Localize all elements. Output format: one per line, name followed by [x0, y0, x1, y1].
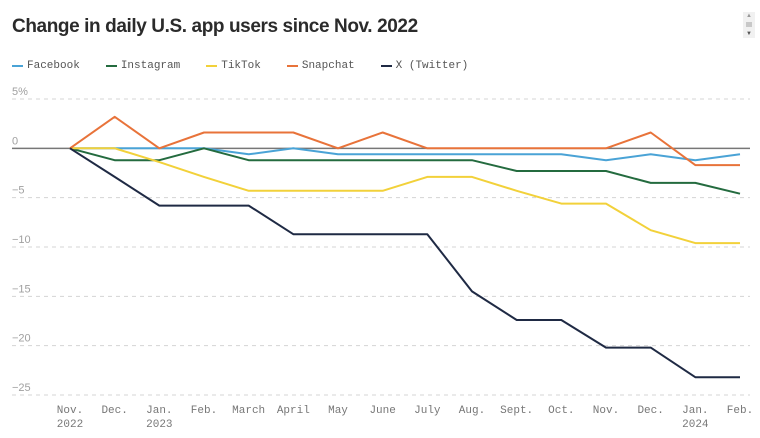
legend-label: Instagram — [120, 60, 181, 72]
scrollbar[interactable]: ▲ ▼ — [743, 12, 755, 38]
legend-item-facebook: Facebook — [12, 60, 80, 72]
legend-item-instagram: Instagram — [105, 60, 181, 72]
x-tick-label: July — [414, 405, 441, 417]
y-tick-label: −15 — [12, 283, 31, 295]
legend-label: Snapchat — [301, 60, 355, 72]
legend-label: TikTok — [221, 60, 261, 72]
x-tick-year-label: 2024 — [682, 419, 709, 431]
legend-swatch-snapchat — [286, 65, 298, 67]
legend-swatch-tiktok — [206, 65, 218, 67]
x-tick-label: Oct. — [548, 405, 574, 417]
x-tick-label: Nov. — [593, 405, 619, 417]
x-tick-label: Feb. — [727, 405, 753, 417]
x-tick-label: Sept. — [500, 405, 533, 417]
y-tick-label: −5 — [12, 185, 25, 197]
scroll-down-arrow-icon[interactable]: ▼ — [746, 31, 752, 37]
legend-swatch-instagram — [105, 65, 117, 67]
legend-swatch-x-twitter — [380, 65, 392, 67]
chart-title: Change in daily U.S. app users since Nov… — [12, 16, 418, 37]
series-line-facebook — [70, 147, 741, 162]
x-tick-label: Feb. — [191, 405, 217, 417]
y-axis-ticks: 5% 0 −5 −10 −15 −20 −25 — [12, 86, 31, 394]
y-tick-label: −25 — [12, 382, 31, 394]
series-layer — [69, 115, 741, 379]
scroll-thumb[interactable] — [746, 22, 752, 27]
x-tick-label: May — [328, 405, 348, 417]
x-tick-year-label: 2023 — [146, 419, 172, 431]
grid-layer — [12, 98, 750, 396]
x-tick-label: March — [232, 405, 265, 417]
series-line-snapchat — [69, 115, 740, 167]
x-tick-label: Jan. — [146, 405, 172, 417]
x-tick-label: April — [277, 405, 310, 417]
legend: Facebook Instagram TikTok Snapchat X (Tw… — [12, 60, 494, 72]
x-axis-ticks: Nov. 2022 Dec. Jan. 2023 Feb. March April May Jun… — [57, 405, 753, 431]
x-tick-label: Dec. — [101, 405, 127, 417]
legend-item-x-twitter: X (Twitter) — [380, 60, 469, 72]
y-tick-label: 5% — [12, 86, 28, 98]
legend-item-snapchat: Snapchat — [286, 60, 355, 72]
x-tick-label: Aug. — [459, 405, 485, 417]
series-line-instagram — [69, 147, 741, 195]
series-line-x-twitter — [69, 147, 740, 379]
y-tick-label: 0 — [12, 135, 18, 147]
x-tick-label: June — [369, 405, 395, 417]
y-tick-label: −10 — [12, 234, 31, 246]
scroll-up-arrow-icon[interactable]: ▲ — [746, 13, 752, 19]
legend-swatch-facebook — [12, 65, 23, 67]
x-tick-label: Dec. — [637, 405, 663, 417]
legend-item-tiktok: TikTok — [206, 60, 261, 72]
legend-label: X (Twitter) — [395, 60, 469, 72]
x-tick-label: Jan. — [682, 405, 708, 417]
legend-label: Facebook — [27, 60, 80, 72]
x-tick-year-label: 2022 — [57, 419, 83, 431]
x-tick-label: Nov. — [57, 405, 83, 417]
y-tick-label: −20 — [12, 333, 31, 345]
series-line-tiktok — [70, 147, 740, 245]
